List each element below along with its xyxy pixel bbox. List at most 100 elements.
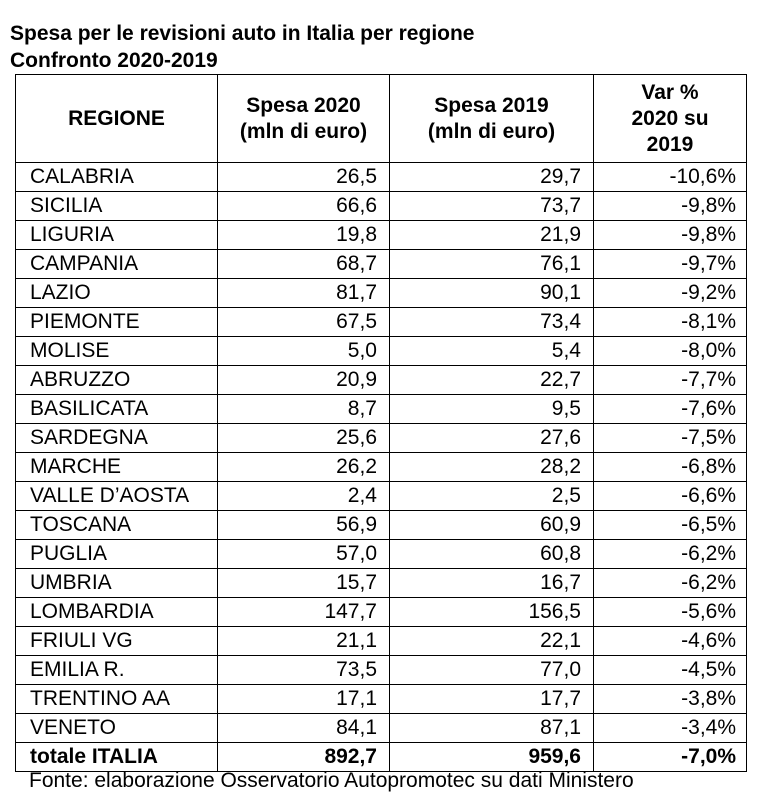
spend-2020-cell: 68,7 [217, 249, 390, 279]
spend-2020-cell: 8,7 [217, 394, 390, 424]
table-row: TOSCANA 56,9 60,9 -6,5% [15, 510, 747, 540]
spend-2019-cell: 16,7 [389, 568, 594, 598]
spend-2019-cell: 2,5 [389, 481, 594, 511]
table-row: VENETO 84,1 87,1 -3,4% [15, 713, 747, 743]
table-row: MOLISE 5,0 5,4 -8,0% [15, 336, 747, 366]
variation-cell: -7,7% [593, 365, 747, 395]
header-variation-line-1: Var % [641, 80, 699, 104]
spend-2020-cell: 66,6 [217, 191, 390, 221]
header-row: REGIONE Spesa 2020 (mln di euro) Spesa 2… [15, 74, 747, 163]
spend-2019-cell: 156,5 [389, 597, 594, 627]
variation-cell: -9,2% [593, 278, 747, 308]
region-cell: CAMPANIA [15, 249, 218, 279]
spend-2019-cell: 5,4 [389, 336, 594, 366]
header-variation-line-3: 2019 [646, 132, 694, 156]
spend-2019-cell: 90,1 [389, 278, 594, 308]
table-row: SICILIA 66,6 73,7 -9,8% [15, 191, 747, 221]
table-row: SARDEGNA 25,6 27,6 -7,5% [15, 423, 747, 453]
region-cell: TOSCANA [15, 510, 218, 540]
table-row: ABRUZZO 20,9 22,7 -7,7% [15, 365, 747, 395]
table-row: VALLE D’AOSTA 2,4 2,5 -6,6% [15, 481, 747, 511]
table-row: LAZIO 81,7 90,1 -9,2% [15, 278, 747, 308]
spend-2020-cell: 21,1 [217, 626, 390, 656]
variation-cell: -5,6% [593, 597, 747, 627]
table-row: CALABRIA 26,5 29,7 -10,6% [15, 162, 747, 192]
table-row: BASILICATA 8,7 9,5 -7,6% [15, 394, 747, 424]
total-label-cell: totale ITALIA [15, 742, 218, 772]
table-row: PUGLIA 57,0 60,8 -6,2% [15, 539, 747, 569]
table-row: EMILIA R. 73,5 77,0 -4,5% [15, 655, 747, 685]
spend-2019-cell: 17,7 [389, 684, 594, 714]
region-cell: PUGLIA [15, 539, 218, 569]
spend-2019-cell: 21,9 [389, 220, 594, 250]
table-row: CAMPANIA 68,7 76,1 -9,7% [15, 249, 747, 279]
variation-cell: -6,2% [593, 568, 747, 598]
spend-2020-cell: 73,5 [217, 655, 390, 685]
table-row: TRENTINO AA 17,1 17,7 -3,8% [15, 684, 747, 714]
region-cell: MOLISE [15, 336, 218, 366]
spend-2019-cell: 9,5 [389, 394, 594, 424]
spend-2019-cell: 29,7 [389, 162, 594, 192]
variation-cell: -7,6% [593, 394, 747, 424]
table-row: PIEMONTE 67,5 73,4 -8,1% [15, 307, 747, 337]
table-row: MARCHE 26,2 28,2 -6,8% [15, 452, 747, 482]
variation-cell: -4,6% [593, 626, 747, 656]
spend-2020-cell: 5,0 [217, 336, 390, 366]
spend-2020-cell: 19,8 [217, 220, 390, 250]
spend-2019-cell: 73,4 [389, 307, 594, 337]
total-variation-cell: -7,0% [593, 742, 747, 772]
table-body: CALABRIA 26,5 29,7 -10,6% SICILIA 66,6 73,7 -9… [15, 162, 747, 772]
spend-2019-cell: 73,7 [389, 191, 594, 221]
variation-cell: -9,8% [593, 191, 747, 221]
variation-cell: -4,5% [593, 655, 747, 685]
variation-cell: -3,8% [593, 684, 747, 714]
variation-cell: -3,4% [593, 713, 747, 743]
spend-2020-cell: 147,7 [217, 597, 390, 627]
spend-2020-cell: 20,9 [217, 365, 390, 395]
spend-2020-cell: 81,7 [217, 278, 390, 308]
region-cell: MARCHE [15, 452, 218, 482]
header-spend-2019-line-1: Spesa 2019 [434, 93, 549, 117]
variation-cell: -9,7% [593, 249, 747, 279]
variation-cell: -6,2% [593, 539, 747, 569]
total-row: totale ITALIA 892,7 959,6 -7,0% [15, 742, 747, 772]
table-row: LIGURIA 19,8 21,9 -9,8% [15, 220, 747, 250]
header-spend-2019-line-2: (mln di euro) [427, 119, 556, 143]
spend-2020-cell: 57,0 [217, 539, 390, 569]
variation-cell: -7,5% [593, 423, 747, 453]
region-cell: SARDEGNA [15, 423, 218, 453]
variation-cell: -10,6% [593, 162, 747, 192]
region-cell: LIGURIA [15, 220, 218, 250]
title-line-1: Spesa per le revisioni auto in Italia pe… [10, 22, 475, 45]
header-variation: Var % 2020 su 2019 [593, 74, 747, 163]
spend-2019-cell: 60,9 [389, 510, 594, 540]
revisions-table: REGIONE Spesa 2020 (mln di euro) Spesa 2… [15, 74, 747, 772]
spend-2020-cell: 26,2 [217, 452, 390, 482]
table-row: LOMBARDIA 147,7 156,5 -5,6% [15, 597, 747, 627]
header-variation-line-2: 2020 su [631, 106, 709, 130]
header-spend-2020-line-2: (mln di euro) [239, 119, 368, 143]
spend-2019-cell: 76,1 [389, 249, 594, 279]
spend-2019-cell: 60,8 [389, 539, 594, 569]
region-cell: BASILICATA [15, 394, 218, 424]
region-cell: TRENTINO AA [15, 684, 218, 714]
source-note: Fonte: elaborazione Osservatorio Autopro… [29, 769, 634, 792]
variation-cell: -6,5% [593, 510, 747, 540]
region-cell: PIEMONTE [15, 307, 218, 337]
table-row: FRIULI VG 21,1 22,1 -4,6% [15, 626, 747, 656]
region-cell: CALABRIA [15, 162, 218, 192]
spend-2019-cell: 27,6 [389, 423, 594, 453]
spend-2019-cell: 28,2 [389, 452, 594, 482]
header-spend-2020: Spesa 2020 (mln di euro) [217, 74, 390, 163]
spend-2020-cell: 67,5 [217, 307, 390, 337]
region-cell: UMBRIA [15, 568, 218, 598]
header-region: REGIONE [15, 74, 218, 163]
variation-cell: -9,8% [593, 220, 747, 250]
spend-2019-cell: 22,1 [389, 626, 594, 656]
variation-cell: -8,0% [593, 336, 747, 366]
spend-2019-cell: 87,1 [389, 713, 594, 743]
region-cell: FRIULI VG [15, 626, 218, 656]
title-line-2: Confronto 2020-2019 [10, 49, 218, 72]
header-region-label: REGIONE [68, 106, 165, 130]
spend-2020-cell: 2,4 [217, 481, 390, 511]
